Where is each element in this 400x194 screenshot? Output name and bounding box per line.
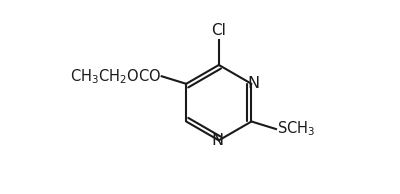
Text: N: N bbox=[247, 76, 259, 91]
Text: N: N bbox=[211, 133, 223, 148]
Text: SCH$_3$: SCH$_3$ bbox=[277, 120, 315, 138]
Text: Cl: Cl bbox=[212, 23, 226, 38]
Text: CH$_3$CH$_2$OCO: CH$_3$CH$_2$OCO bbox=[70, 67, 161, 86]
